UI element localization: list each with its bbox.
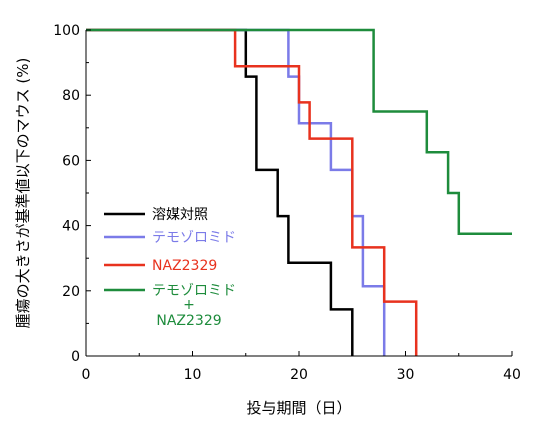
y-tick-label: 20 (62, 284, 80, 300)
y-tick-label: 0 (71, 349, 80, 365)
y-tick-label: 80 (62, 88, 80, 104)
x-tick-label: 20 (290, 367, 308, 383)
x-tick-label: 10 (184, 367, 202, 383)
axes: 0 10 20 30 40 0 20 40 60 80 100 (53, 23, 521, 383)
plot-lines (86, 28, 512, 356)
x-axis-title: 投与期間（日） (246, 399, 351, 417)
y-tick-label: 100 (53, 23, 80, 39)
series-line-4 (86, 28, 512, 236)
x-tick-label: 0 (82, 367, 91, 383)
series-line-1 (86, 28, 354, 356)
series-line-3 (86, 28, 418, 356)
legend-label: テモゾロミド (152, 230, 236, 246)
legend-label: 溶媒対照 (152, 207, 208, 223)
x-tick-label: 30 (397, 367, 415, 383)
y-axis-title: 腫瘍の大きさが基準値以下のマウス (%) (14, 58, 32, 329)
x-tick-label: 40 (503, 367, 521, 383)
legend-label: NAZ2329 (156, 313, 221, 329)
series-line-2 (86, 28, 386, 356)
y-tick-label: 40 (62, 219, 80, 235)
legend-label: + (183, 297, 195, 313)
legend-label: NAZ2329 (152, 258, 217, 274)
y-tick-label: 60 (62, 153, 80, 169)
legend-label: テモゾロミド (152, 283, 236, 299)
